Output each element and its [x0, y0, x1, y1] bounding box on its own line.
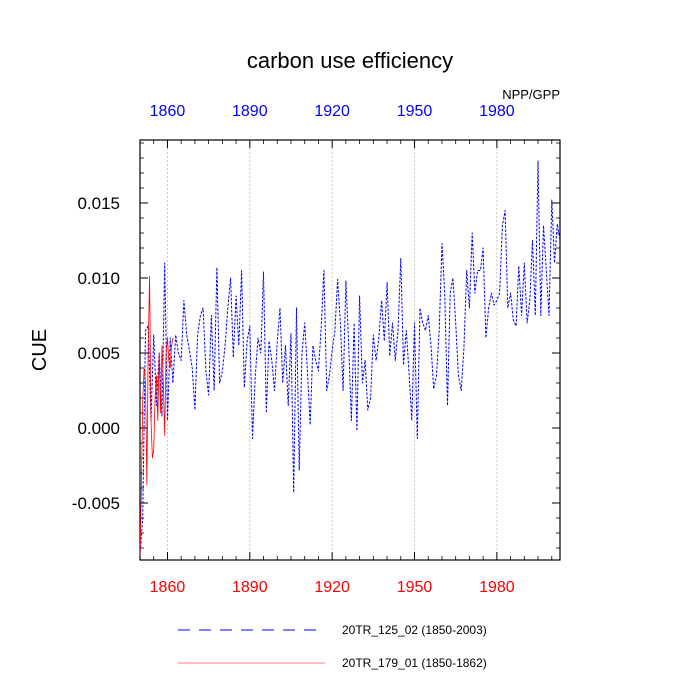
x-tick-label-bottom: 1890	[232, 579, 268, 596]
y-tick-label: -0.005	[72, 494, 120, 513]
y-tick-label: 0.000	[77, 419, 120, 438]
plot-frame	[139, 139, 561, 561]
x-tick-label-bottom: 1980	[479, 579, 515, 596]
x-tick-label-top: 1950	[397, 103, 433, 120]
axis-ticks	[139, 140, 560, 560]
x-tick-label-top: 1860	[150, 103, 186, 120]
x-tick-label-top: 1980	[479, 103, 515, 120]
series-lines	[139, 160, 561, 556]
chart-subtitle: NPP/GPP	[502, 87, 560, 102]
y-tick-label: 0.005	[77, 344, 120, 363]
chart-title: carbon use efficiency	[247, 48, 453, 73]
legend-label-series-1: 20TR_125_02 (1850-2003)	[342, 623, 487, 637]
x-tick-label-top: 1920	[314, 103, 350, 120]
x-tick-label-top: 1890	[232, 103, 268, 120]
x-top-tick-labels: 1860 1890 1920 1950 1980	[150, 103, 515, 120]
y-tick-label: 0.010	[77, 269, 120, 288]
y-axis-label: CUE	[29, 329, 51, 371]
x-bottom-tick-labels: 1860 1890 1920 1950 1980	[150, 579, 515, 596]
x-tick-label-bottom: 1920	[314, 579, 350, 596]
series-line-2	[139, 276, 174, 556]
legend-label-series-2: 20TR_179_01 (1850-1862)	[342, 656, 487, 670]
x-tick-label-bottom: 1950	[397, 579, 433, 596]
series-line-1	[139, 160, 561, 556]
grid-lines	[167, 140, 498, 560]
y-tick-labels: -0.005 0.000 0.005 0.010 0.015	[72, 194, 120, 513]
x-tick-label-bottom: 1860	[150, 579, 186, 596]
legend: 20TR_125_02 (1850-2003) 20TR_179_01 (185…	[178, 623, 487, 670]
y-tick-label: 0.015	[77, 194, 120, 213]
